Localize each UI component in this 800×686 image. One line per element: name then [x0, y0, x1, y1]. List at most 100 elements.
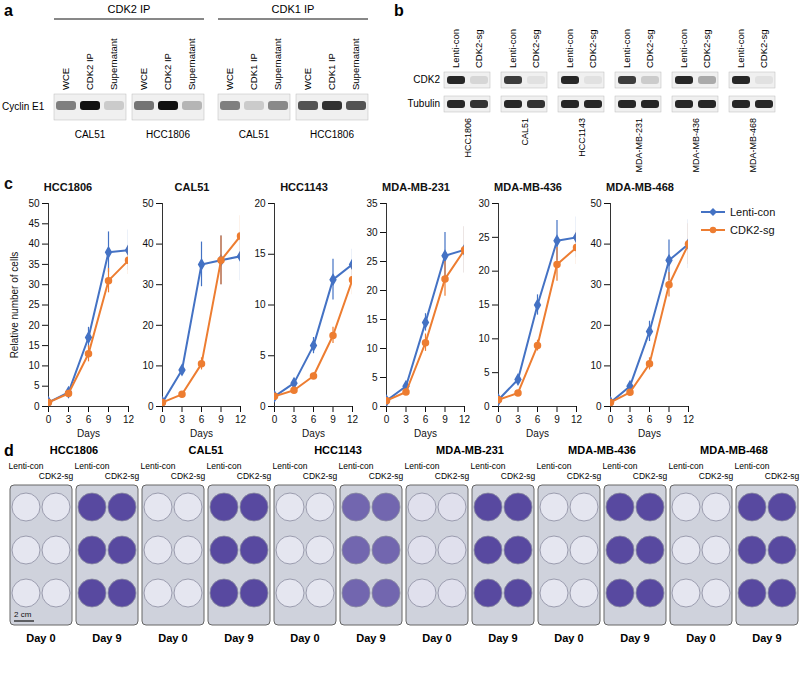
svg-text:0: 0	[384, 414, 390, 425]
svg-text:50: 50	[590, 198, 602, 209]
svg-text:15: 15	[28, 340, 40, 351]
svg-text:HCC1806: HCC1806	[463, 118, 473, 158]
svg-text:3: 3	[515, 414, 521, 425]
svg-text:d: d	[4, 442, 14, 459]
svg-text:20: 20	[590, 320, 602, 331]
svg-text:Tubulin: Tubulin	[408, 98, 440, 109]
svg-text:Days: Days	[526, 428, 549, 439]
svg-text:Day 9: Day 9	[356, 632, 385, 644]
svg-text:0: 0	[272, 414, 278, 425]
svg-text:0: 0	[372, 401, 378, 412]
svg-text:Lenti-con: Lenti-con	[471, 461, 506, 471]
svg-text:Supernatant: Supernatant	[350, 38, 361, 90]
svg-text:CAL51: CAL51	[520, 118, 530, 146]
svg-text:Day 0: Day 0	[422, 632, 451, 644]
svg-text:Lenti-con: Lenti-con	[564, 29, 575, 68]
svg-text:HCC1143: HCC1143	[314, 444, 362, 456]
svg-text:0: 0	[160, 414, 166, 425]
svg-text:10: 10	[142, 360, 154, 371]
svg-text:12: 12	[123, 414, 135, 425]
svg-text:9: 9	[106, 414, 112, 425]
svg-text:Lenti-con: Lenti-con	[75, 461, 110, 471]
svg-text:10: 10	[478, 333, 490, 344]
svg-text:40: 40	[28, 238, 40, 249]
svg-text:Days: Days	[190, 428, 213, 439]
svg-text:3: 3	[403, 414, 409, 425]
svg-text:CDK2-sg: CDK2-sg	[587, 29, 598, 68]
svg-text:6: 6	[199, 414, 205, 425]
svg-text:MDA-MB-436: MDA-MB-436	[691, 118, 701, 173]
svg-text:0: 0	[496, 414, 502, 425]
svg-text:CDK2-sg: CDK2-sg	[369, 471, 404, 481]
svg-text:6: 6	[647, 414, 653, 425]
svg-text:Lenti-con: Lenti-con	[603, 461, 638, 471]
svg-text:35: 35	[366, 198, 378, 209]
svg-text:Days: Days	[414, 428, 437, 439]
svg-text:Day 0: Day 0	[158, 632, 187, 644]
svg-text:MDA-MB-231: MDA-MB-231	[436, 444, 504, 456]
svg-text:9: 9	[330, 414, 336, 425]
svg-text:20: 20	[142, 320, 154, 331]
svg-text:CDK2-sg: CDK2-sg	[473, 29, 484, 68]
svg-text:WCE: WCE	[138, 68, 149, 90]
svg-text:HCC1806: HCC1806	[310, 129, 354, 140]
svg-text:0: 0	[260, 401, 266, 412]
svg-text:10: 10	[254, 299, 266, 310]
svg-text:CDK2-sg: CDK2-sg	[171, 471, 206, 481]
svg-text:CDK2-sg: CDK2-sg	[39, 471, 74, 481]
svg-text:3: 3	[66, 414, 72, 425]
svg-text:CDK2 IP: CDK2 IP	[84, 53, 95, 90]
svg-text:CDK1 IP: CDK1 IP	[326, 53, 337, 90]
svg-text:Lenti-con: Lenti-con	[405, 461, 440, 471]
svg-text:a: a	[4, 2, 13, 19]
svg-text:40: 40	[142, 238, 154, 249]
svg-text:HCC1806: HCC1806	[50, 444, 98, 456]
svg-text:Lenti-con: Lenti-con	[207, 461, 242, 471]
svg-text:CAL51: CAL51	[75, 129, 106, 140]
svg-text:CDK2 IP: CDK2 IP	[162, 53, 173, 90]
svg-text:WCE: WCE	[60, 68, 71, 90]
svg-text:30: 30	[28, 279, 40, 290]
svg-text:0: 0	[608, 414, 614, 425]
svg-text:15: 15	[254, 248, 266, 259]
svg-text:Lenti-con: Lenti-con	[450, 29, 461, 68]
svg-text:Day 0: Day 0	[290, 632, 319, 644]
svg-text:25: 25	[28, 299, 40, 310]
svg-text:Relative number of cells: Relative number of cells	[9, 252, 20, 359]
svg-text:Day 0: Day 0	[686, 632, 715, 644]
svg-text:Supernatant: Supernatant	[108, 38, 119, 90]
svg-text:12: 12	[459, 414, 471, 425]
svg-text:CDK2-sg: CDK2-sg	[699, 471, 734, 481]
svg-text:CDK1 IP: CDK1 IP	[248, 53, 259, 90]
svg-text:0: 0	[34, 401, 40, 412]
svg-text:MDA-MB-231: MDA-MB-231	[634, 118, 644, 173]
svg-text:Supernatant: Supernatant	[186, 38, 197, 90]
svg-text:10: 10	[366, 343, 378, 354]
svg-text:20: 20	[366, 285, 378, 296]
svg-text:Days: Days	[638, 428, 661, 439]
svg-text:12: 12	[571, 414, 583, 425]
svg-text:MDA-MB-468: MDA-MB-468	[748, 118, 758, 173]
svg-text:Lenti-con: Lenti-con	[507, 29, 518, 68]
svg-text:15: 15	[478, 299, 490, 310]
svg-text:0: 0	[46, 414, 52, 425]
svg-text:20: 20	[28, 320, 40, 331]
svg-text:CDK2-sg: CDK2-sg	[758, 29, 769, 68]
svg-text:Cyclin E1: Cyclin E1	[2, 101, 45, 112]
svg-text:CDK2-sg: CDK2-sg	[501, 471, 536, 481]
svg-text:0: 0	[596, 401, 602, 412]
svg-text:30: 30	[366, 227, 378, 238]
svg-text:35: 35	[28, 259, 40, 270]
svg-text:Lenti-con: Lenti-con	[273, 461, 308, 471]
svg-text:WCE: WCE	[224, 68, 235, 90]
svg-text:25: 25	[478, 232, 490, 243]
svg-text:Day 9: Day 9	[752, 632, 781, 644]
svg-text:CDK2: CDK2	[413, 74, 440, 85]
svg-text:30: 30	[478, 198, 490, 209]
svg-text:12: 12	[347, 414, 359, 425]
svg-text:Lenti-con: Lenti-con	[9, 461, 44, 471]
svg-text:Day 0: Day 0	[26, 632, 55, 644]
svg-text:CDK2-sg: CDK2-sg	[237, 471, 272, 481]
svg-text:6: 6	[535, 414, 541, 425]
svg-text:Day 9: Day 9	[224, 632, 253, 644]
